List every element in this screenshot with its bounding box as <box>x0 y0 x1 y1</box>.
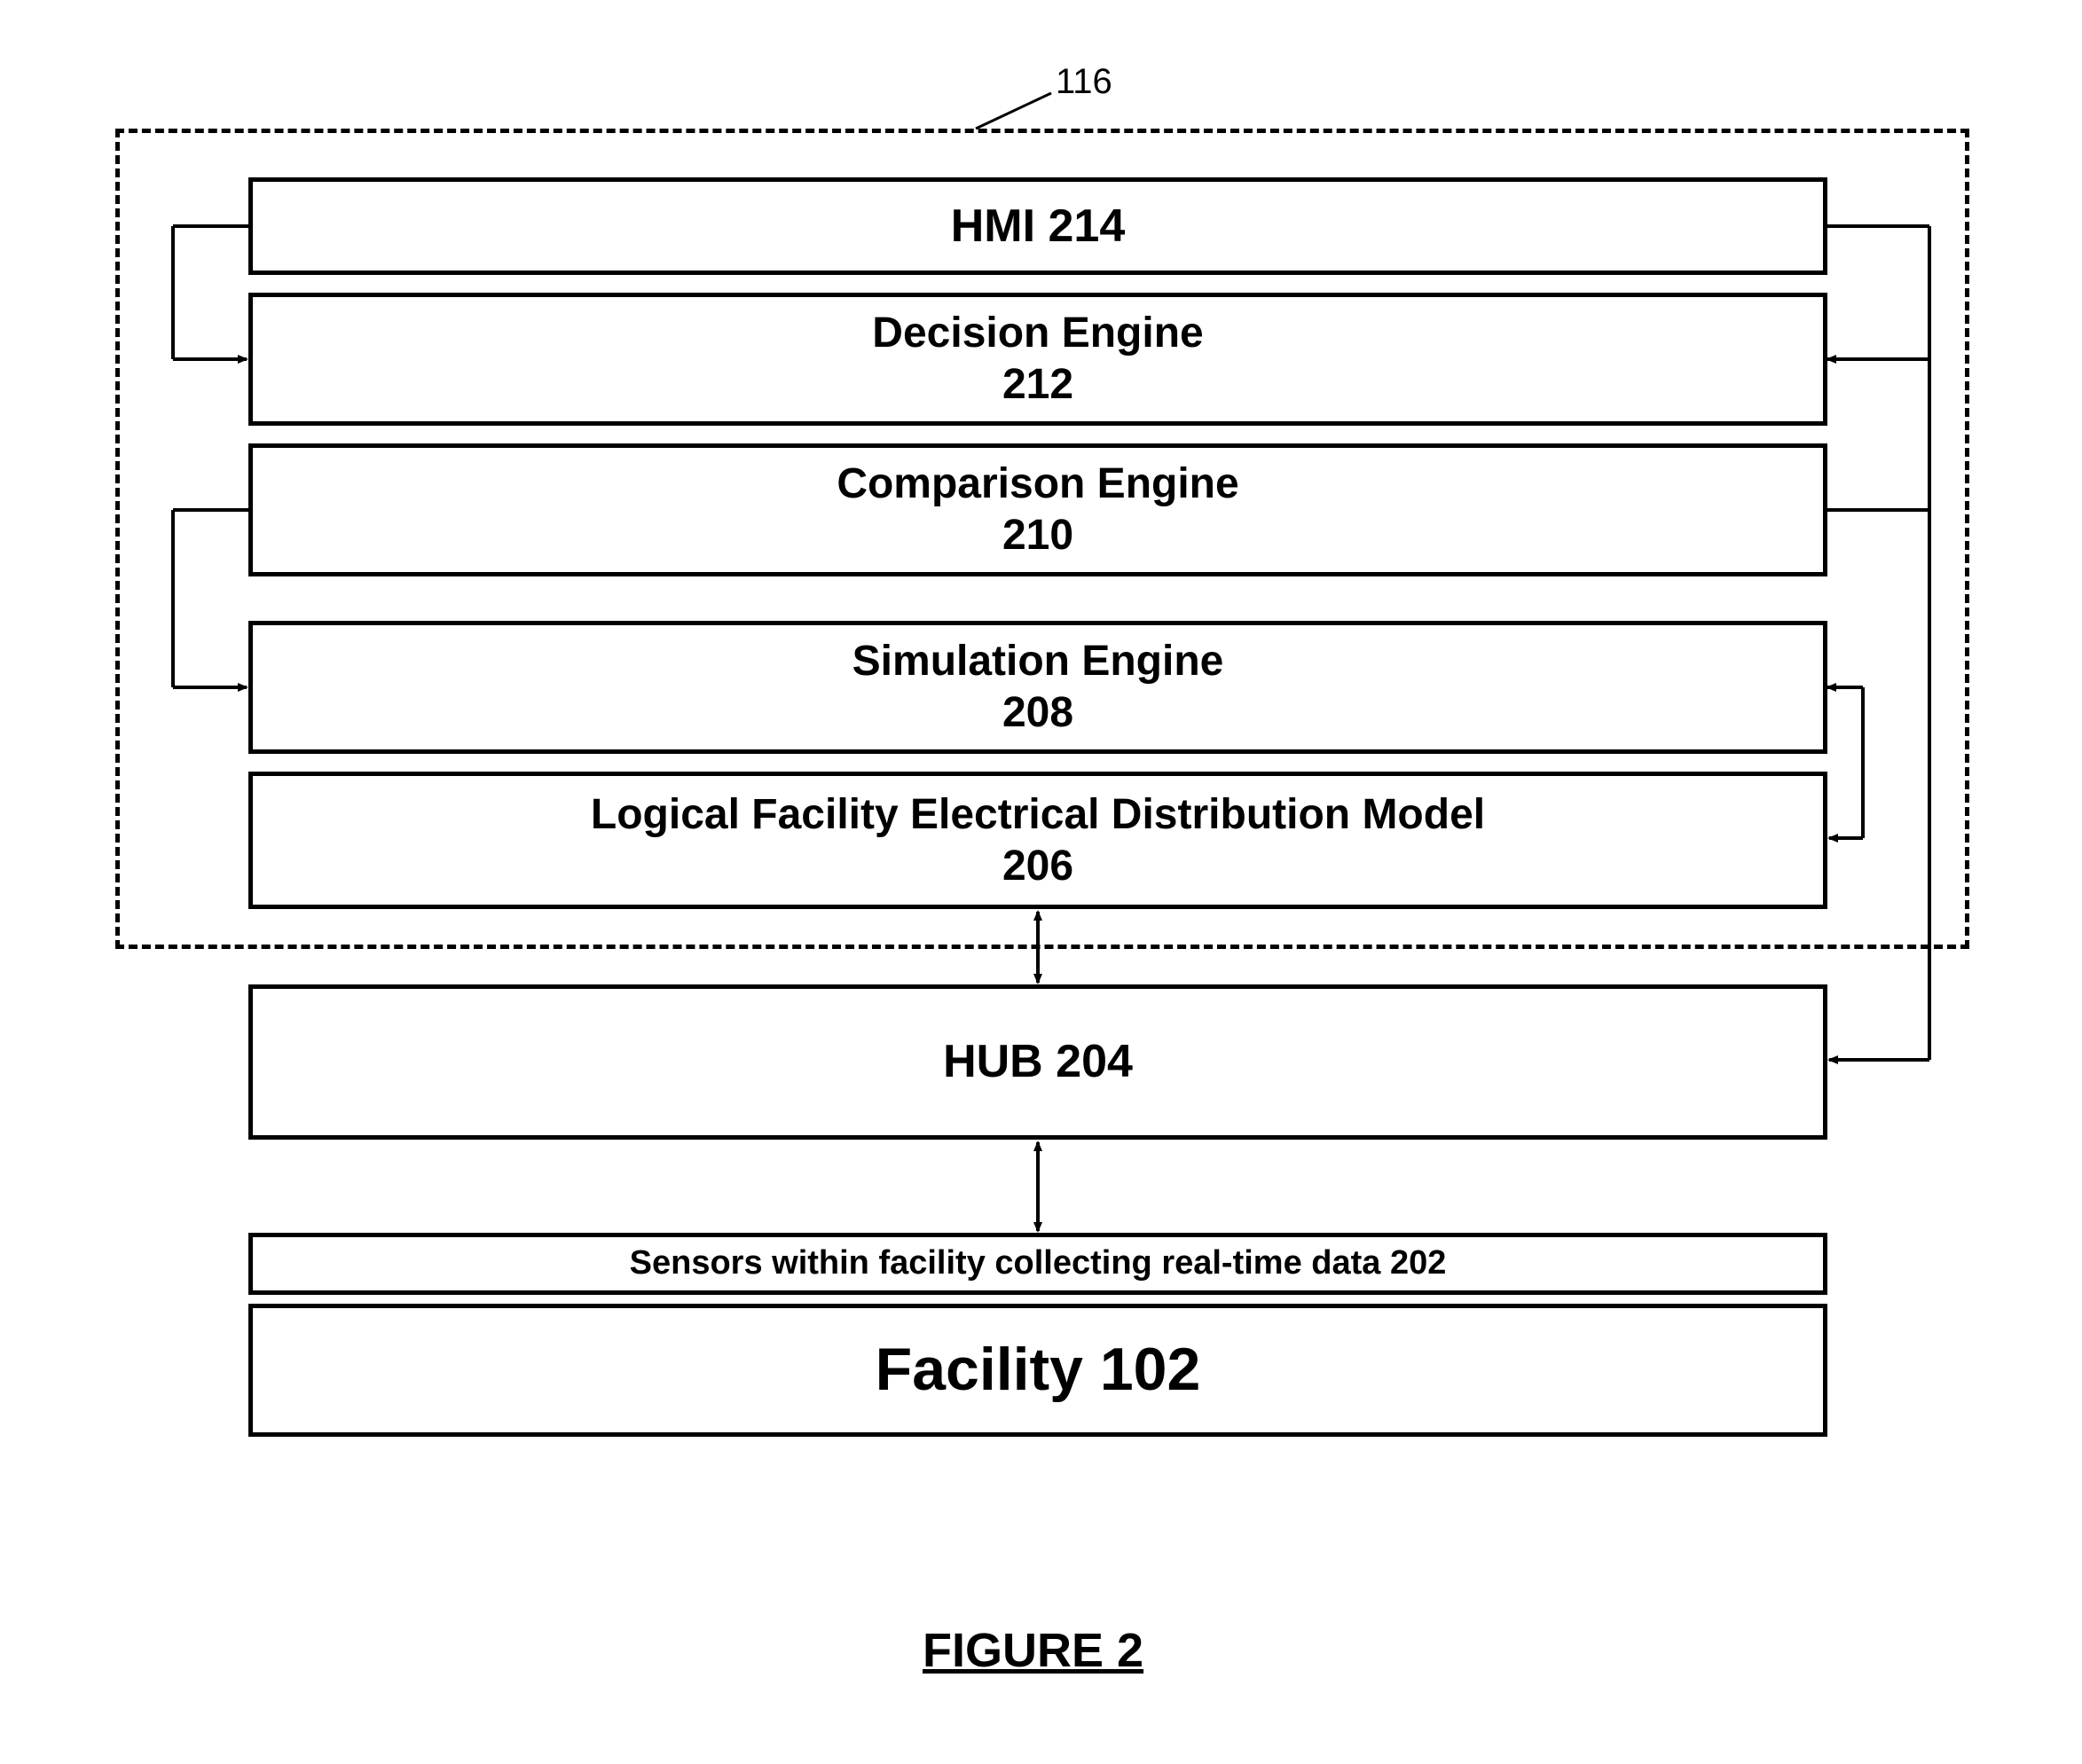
sensors-box: Sensors within facility collecting real-… <box>248 1233 1827 1295</box>
facility-label: Facility 102 <box>876 1334 1201 1407</box>
hub-label: HUB 204 <box>943 1034 1133 1089</box>
simulation-num: 208 <box>1002 687 1073 739</box>
facility-box: Facility 102 <box>248 1304 1827 1437</box>
hmi-label: HMI 214 <box>951 199 1126 254</box>
model-label: Logical Facility Electrical Distribution… <box>591 789 1485 841</box>
decision-label: Decision Engine <box>872 308 1203 359</box>
comparison-label: Comparison Engine <box>837 459 1238 510</box>
ref-116-leader <box>976 89 1056 133</box>
comparison-num: 210 <box>1002 510 1073 561</box>
figure-caption: FIGURE 2 <box>923 1623 1143 1678</box>
sensors-label: Sensors within facility collecting real-… <box>630 1243 1447 1284</box>
decision-num: 212 <box>1002 359 1073 411</box>
comparison-engine-box: Comparison Engine 210 <box>248 443 1827 576</box>
hmi-box: HMI 214 <box>248 177 1827 275</box>
model-num: 206 <box>1002 841 1073 892</box>
diagram-canvas: 116 HMI 214 Decision Engine 212 Comparis… <box>0 0 2082 1764</box>
ref-116-label: 116 <box>1056 62 1112 102</box>
simulation-engine-box: Simulation Engine 208 <box>248 621 1827 754</box>
hub-box: HUB 204 <box>248 984 1827 1140</box>
model-box: Logical Facility Electrical Distribution… <box>248 772 1827 909</box>
decision-engine-box: Decision Engine 212 <box>248 293 1827 426</box>
simulation-label: Simulation Engine <box>852 636 1224 687</box>
